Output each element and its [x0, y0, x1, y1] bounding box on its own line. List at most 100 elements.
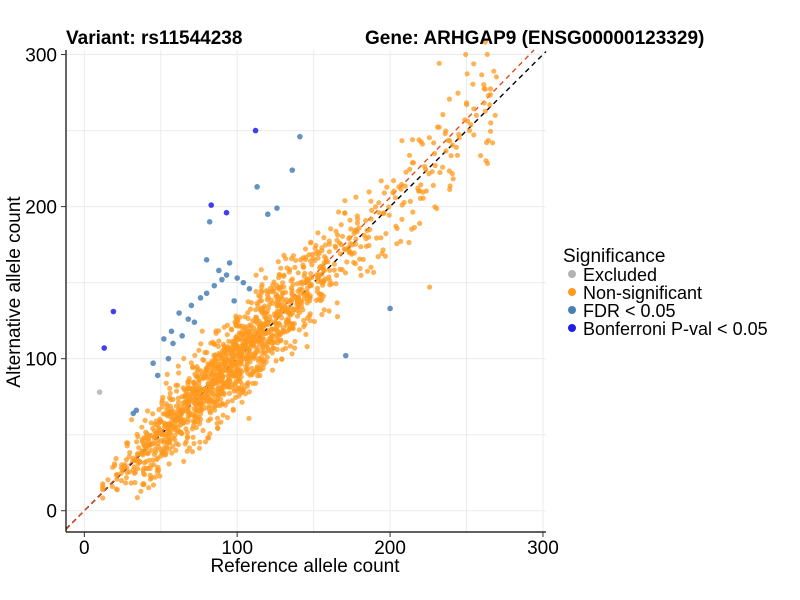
point-fdr — [165, 355, 172, 362]
point-nonsignificant — [289, 351, 295, 357]
point-nonsignificant — [185, 379, 191, 385]
point-nonsignificant — [352, 260, 358, 267]
point-nonsignificant — [254, 338, 260, 344]
point-nonsignificant — [409, 137, 416, 143]
point-fdr — [289, 167, 296, 173]
point-nonsignificant — [225, 382, 231, 388]
point-fdr — [154, 372, 161, 379]
point-nonsignificant — [407, 198, 413, 204]
y-tick-label: 200 — [25, 198, 57, 219]
point-nonsignificant — [211, 359, 217, 365]
point-nonsignificant — [253, 288, 259, 295]
point-nonsignificant — [197, 420, 203, 427]
point-nonsignificant — [164, 432, 170, 438]
point-nonsignificant — [175, 442, 181, 448]
point-nonsignificant — [181, 355, 187, 362]
point-fdr — [150, 360, 156, 367]
point-nonsignificant — [139, 448, 145, 454]
legend-swatch-fdr — [568, 306, 576, 314]
point-nonsignificant — [266, 348, 272, 354]
point-fdr — [264, 211, 271, 218]
point-nonsignificant — [199, 328, 205, 334]
point-nonsignificant — [379, 250, 385, 257]
point-nonsignificant — [213, 353, 219, 359]
point-nonsignificant — [239, 399, 245, 405]
point-nonsignificant — [399, 216, 405, 222]
point-nonsignificant — [214, 379, 220, 386]
point-nonsignificant — [378, 178, 384, 184]
point-nonsignificant — [298, 257, 304, 263]
point-fdr — [219, 276, 225, 283]
point-nonsignificant — [279, 307, 285, 313]
point-nonsignificant — [206, 402, 213, 408]
point-bonf — [252, 127, 259, 134]
point-nonsignificant — [376, 210, 382, 216]
point-nonsignificant — [212, 407, 218, 413]
point-nonsignificant — [292, 338, 298, 345]
point-nonsignificant — [299, 304, 305, 310]
point-nonsignificant — [173, 447, 179, 453]
point-nonsignificant — [374, 235, 380, 241]
point-nonsignificant — [342, 270, 349, 276]
point-nonsignificant — [147, 476, 154, 482]
point-nonsignificant — [141, 472, 147, 478]
point-nonsignificant — [314, 289, 320, 295]
legend-label-bonf: Bonferroni P-val < 0.05 — [583, 319, 768, 339]
point-nonsignificant — [487, 102, 493, 108]
point-nonsignificant — [399, 202, 405, 208]
point-nonsignificant — [334, 314, 341, 320]
point-nonsignificant — [231, 355, 237, 361]
point-nonsignificant — [442, 131, 448, 137]
point-nonsignificant — [184, 434, 191, 440]
point-nonsignificant — [463, 51, 469, 58]
point-nonsignificant — [392, 195, 398, 201]
point-nonsignificant — [274, 293, 280, 299]
point-nonsignificant — [135, 452, 141, 458]
point-nonsignificant — [150, 411, 156, 417]
point-nonsignificant — [327, 267, 333, 273]
point-nonsignificant — [321, 235, 327, 241]
point-nonsignificant — [109, 483, 115, 489]
point-nonsignificant — [437, 169, 443, 176]
point-nonsignificant — [315, 230, 321, 236]
point-nonsignificant — [234, 370, 240, 376]
legend-swatch-excluded — [568, 270, 576, 278]
point-nonsignificant — [185, 416, 191, 422]
point-nonsignificant — [240, 339, 246, 345]
point-nonsignificant — [203, 367, 209, 373]
point-nonsignificant — [255, 347, 261, 353]
point-nonsignificant — [368, 198, 374, 204]
point-nonsignificant — [245, 315, 251, 321]
point-nonsignificant — [128, 480, 134, 486]
point-nonsignificant — [381, 210, 387, 216]
point-nonsignificant — [253, 307, 259, 313]
point-nonsignificant — [198, 402, 204, 408]
point-nonsignificant — [455, 90, 461, 96]
point-nonsignificant — [366, 242, 372, 249]
point-nonsignificant — [216, 392, 222, 398]
point-nonsignificant — [270, 300, 276, 306]
point-nonsignificant — [394, 241, 400, 247]
point-nonsignificant — [471, 132, 477, 138]
point-nonsignificant — [237, 314, 243, 320]
point-nonsignificant — [260, 330, 266, 336]
point-nonsignificant — [242, 324, 248, 330]
point-nonsignificant — [478, 153, 484, 159]
point-nonsignificant — [258, 288, 264, 294]
point-nonsignificant — [136, 445, 142, 451]
point-nonsignificant — [224, 332, 230, 338]
point-nonsignificant — [218, 419, 224, 425]
point-nonsignificant — [136, 458, 142, 464]
point-nonsignificant — [403, 169, 409, 175]
point-nonsignificant — [432, 204, 438, 210]
point-nonsignificant — [492, 112, 498, 118]
point-nonsignificant — [368, 216, 374, 222]
point-nonsignificant — [468, 122, 474, 128]
point-nonsignificant — [303, 254, 309, 260]
point-nonsignificant — [339, 233, 346, 239]
point-nonsignificant — [193, 373, 199, 379]
point-nonsignificant — [396, 184, 402, 190]
point-nonsignificant — [275, 259, 281, 265]
point-nonsignificant — [155, 469, 161, 475]
